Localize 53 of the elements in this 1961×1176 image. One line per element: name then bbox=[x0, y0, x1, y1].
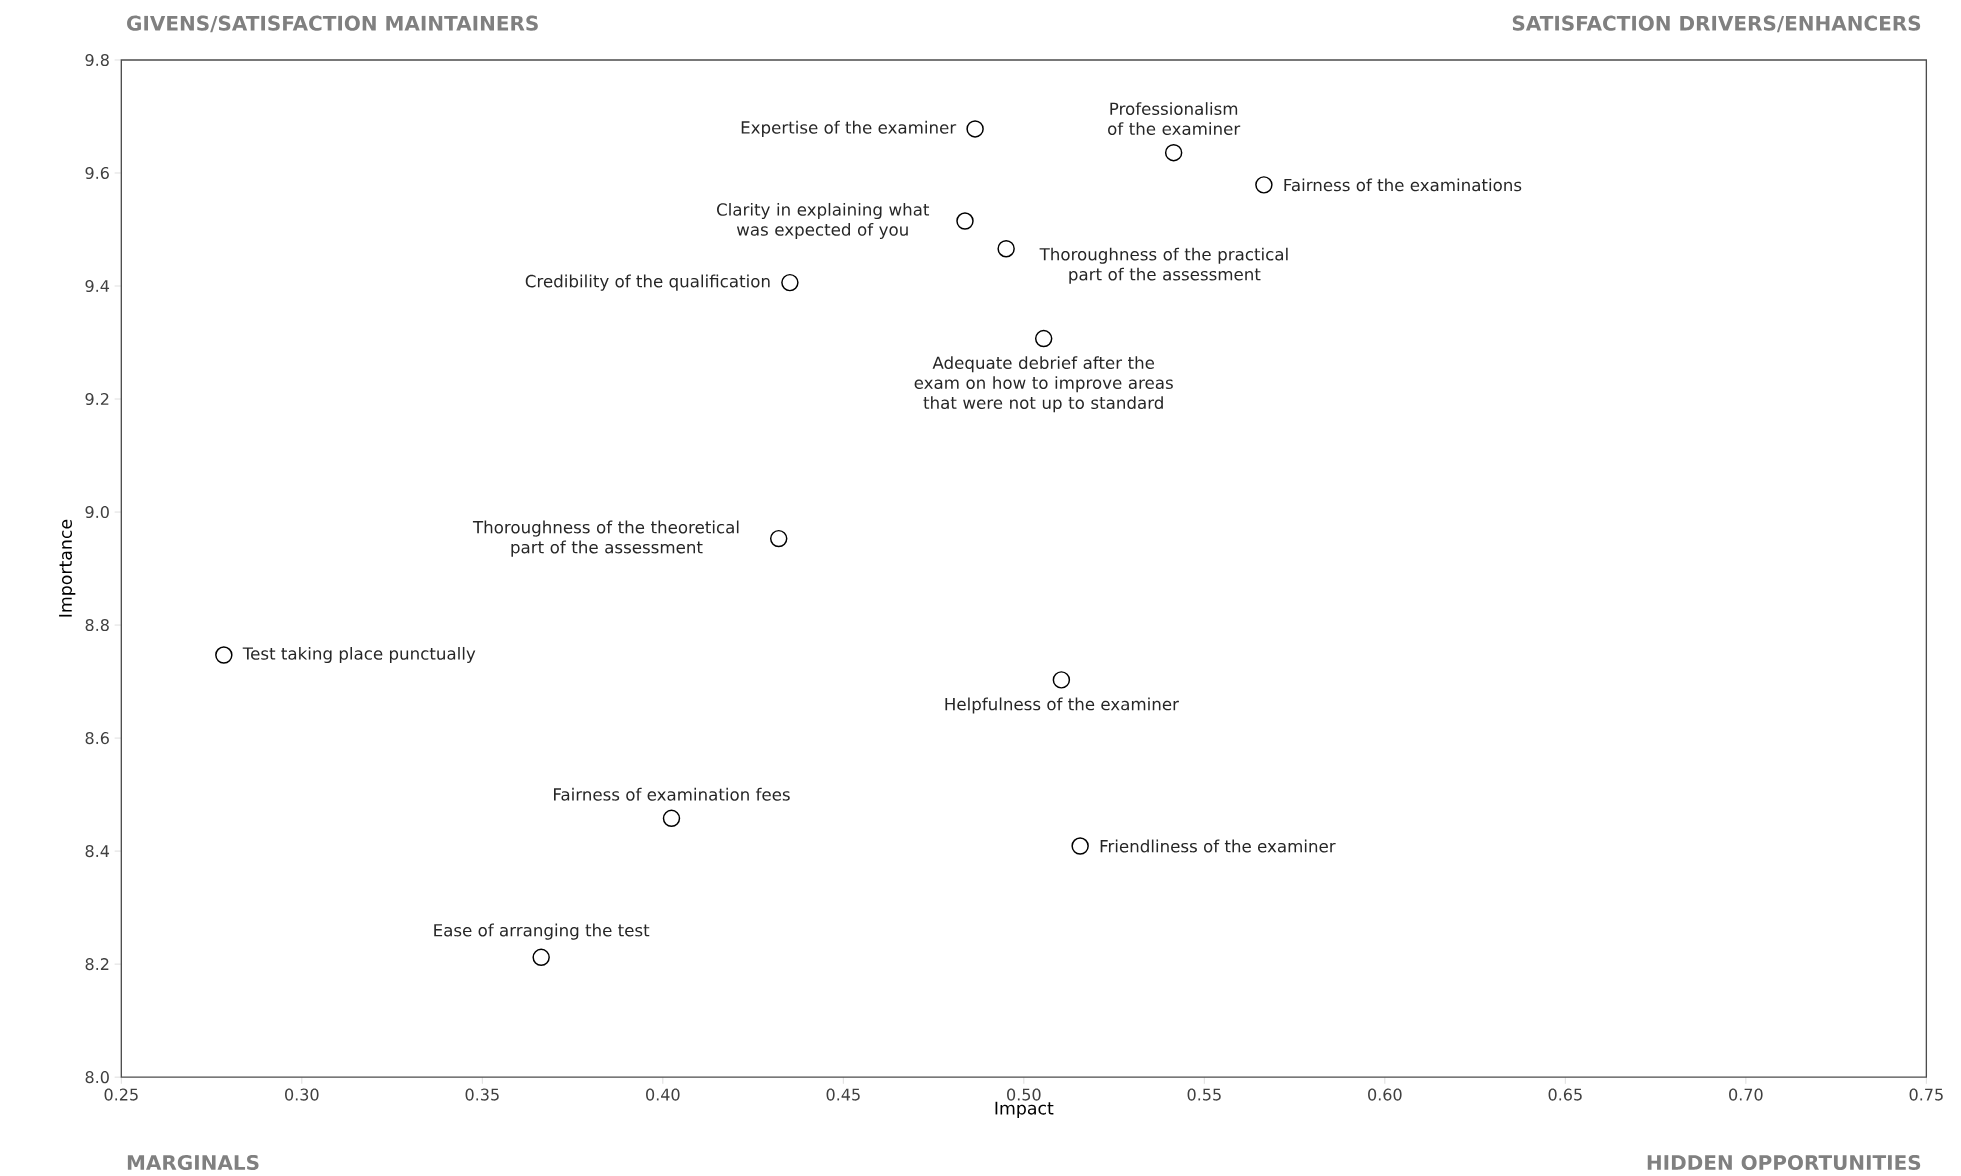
x-tick-label: 0.25 bbox=[104, 1088, 138, 1101]
point bbox=[1034, 329, 1053, 348]
annotation: Test taking place punctually bbox=[242, 647, 476, 664]
point bbox=[1071, 837, 1089, 855]
annotation: Adequate debrief after the exam on how to improve areas that were not up to standard bbox=[914, 356, 1173, 413]
x-tick-label: 0.75 bbox=[1909, 1088, 1943, 1101]
point bbox=[781, 273, 799, 292]
x-tick-label: 0.50 bbox=[1007, 1088, 1041, 1101]
y-tick-label: 9.2 bbox=[85, 393, 109, 406]
y-tick-label: 9.4 bbox=[85, 280, 110, 293]
point bbox=[769, 529, 788, 548]
text: HIDDEN OPPORTUNITIES bbox=[1647, 1154, 1921, 1171]
y-axis-title: Importance bbox=[59, 519, 76, 617]
annotation: Fairness of examination fees bbox=[554, 787, 790, 801]
annotation: Thoroughness of the practical part of the assessment bbox=[1039, 247, 1288, 284]
point bbox=[966, 120, 984, 138]
point bbox=[662, 809, 681, 828]
annotation: Thoroughness of the theoretical part of the assessment bbox=[472, 520, 739, 557]
annotation: Expertise of the examiner bbox=[741, 120, 957, 138]
point bbox=[956, 212, 974, 230]
text: SATISFACTION DRIVERS/ENHANCERS bbox=[1512, 15, 1921, 33]
y-tick-label: 8.8 bbox=[85, 619, 109, 632]
annotation: Credibility of the qualification bbox=[525, 274, 770, 291]
x-tick-label: 0.40 bbox=[646, 1088, 680, 1101]
point bbox=[1164, 144, 1183, 162]
x-tick-label: 0.45 bbox=[826, 1088, 860, 1101]
annotation: Fairness of the examinations bbox=[1284, 178, 1522, 192]
point bbox=[1052, 671, 1071, 689]
x-tick-label: 0.55 bbox=[1187, 1088, 1221, 1101]
x-tick-label: 0.35 bbox=[465, 1088, 499, 1101]
point bbox=[997, 240, 1015, 258]
x-axis-title: Impact bbox=[995, 1101, 1054, 1119]
x-tick-label: 0.70 bbox=[1729, 1088, 1763, 1101]
y-tick-label: 9.0 bbox=[85, 506, 109, 519]
point bbox=[1255, 176, 1273, 194]
annotation: Clarity in explaining what was expected of you bbox=[717, 203, 930, 240]
point bbox=[532, 948, 550, 967]
x-tick-label: 0.60 bbox=[1368, 1088, 1402, 1101]
y-tick-label: 9.8 bbox=[85, 54, 109, 67]
annotation: Friendliness of the examiner bbox=[1100, 839, 1336, 853]
annotation: Ease of arranging the test bbox=[434, 923, 650, 940]
point bbox=[215, 646, 233, 664]
y-tick-label: 8.2 bbox=[85, 958, 109, 971]
x-tick-label: 0.30 bbox=[285, 1088, 319, 1101]
y-tick-label: 9.6 bbox=[85, 167, 109, 180]
x-tick-label: 0.65 bbox=[1548, 1088, 1582, 1101]
text: GIVENS/SATISFACTION MAINTAINERS bbox=[127, 15, 538, 33]
annotation: Helpfulness of the examiner bbox=[945, 697, 1179, 714]
annotation: Professionalism of the examiner bbox=[1108, 102, 1241, 136]
y-tick-label: 8.4 bbox=[85, 845, 110, 858]
text: MARGINALS bbox=[127, 1154, 259, 1171]
y-tick-label: 8.0 bbox=[85, 1071, 109, 1084]
y-tick-label: 8.6 bbox=[85, 732, 109, 745]
